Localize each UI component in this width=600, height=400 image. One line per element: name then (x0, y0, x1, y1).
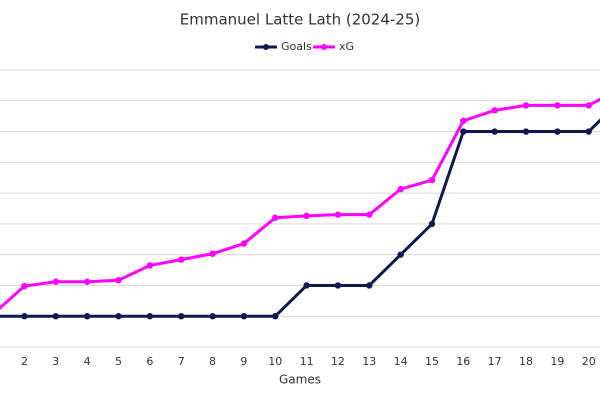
data-point (554, 128, 561, 135)
data-point (334, 282, 342, 289)
x-tick-label: 4 (84, 355, 91, 368)
data-point (21, 282, 28, 290)
data-point (303, 282, 310, 289)
x-tick-label: 14 (394, 355, 408, 368)
data-point (177, 256, 185, 263)
data-point (177, 313, 185, 320)
data-point (397, 251, 404, 258)
x-tick-label: 11 (300, 355, 314, 368)
data-point (115, 313, 122, 320)
data-point (585, 102, 592, 109)
chart-title: Emmanuel Latte Lath (2024-25) (180, 11, 420, 29)
data-point (115, 277, 122, 284)
data-point (460, 117, 467, 124)
data-point (460, 128, 467, 135)
data-point (146, 313, 154, 320)
legend-marker (321, 44, 327, 50)
data-point (303, 212, 310, 220)
data-point (272, 313, 279, 320)
legend-marker (263, 44, 269, 50)
data-point (491, 107, 498, 114)
data-point (585, 128, 592, 135)
x-tick-label: 9 (240, 355, 247, 368)
x-tick-label: 20 (582, 355, 596, 368)
data-point (522, 128, 530, 135)
data-point (366, 211, 373, 218)
data-point (52, 278, 59, 285)
legend-label: Goals (281, 40, 312, 53)
x-tick-label: 13 (362, 355, 376, 368)
data-point (83, 278, 91, 285)
data-point (272, 214, 279, 221)
x-tick-label: 19 (550, 355, 564, 368)
x-tick-label: 17 (488, 355, 502, 368)
x-tick-label: 7 (178, 355, 185, 368)
data-point (240, 240, 248, 247)
x-tick-label: 8 (209, 355, 216, 368)
x-tick-label: 12 (331, 355, 345, 368)
data-point (397, 185, 404, 193)
series-line (0, 118, 600, 318)
data-point (52, 313, 59, 320)
data-point (491, 128, 498, 135)
data-point (209, 250, 216, 257)
x-tick-label: 18 (519, 355, 533, 368)
legend-label: xG (339, 40, 354, 53)
x-tick-label: 5 (115, 355, 122, 368)
x-tick-label: 15 (425, 355, 439, 368)
data-point (146, 262, 154, 269)
series-line (0, 97, 600, 310)
data-point (428, 176, 436, 184)
data-point (83, 313, 91, 320)
x-tick-label: 6 (146, 355, 153, 368)
data-point (334, 211, 342, 218)
data-point (21, 313, 28, 320)
data-point (554, 102, 561, 109)
data-point (209, 313, 216, 320)
data-point (428, 220, 436, 228)
x-tick-label: 16 (456, 355, 470, 368)
x-tick-label: 2 (21, 355, 28, 368)
data-point (522, 102, 530, 109)
x-tick-label: 3 (52, 355, 59, 368)
data-point (240, 313, 248, 320)
x-tick-label: 10 (268, 355, 282, 368)
x-axis-label: Games (279, 373, 321, 387)
data-point (366, 282, 373, 289)
